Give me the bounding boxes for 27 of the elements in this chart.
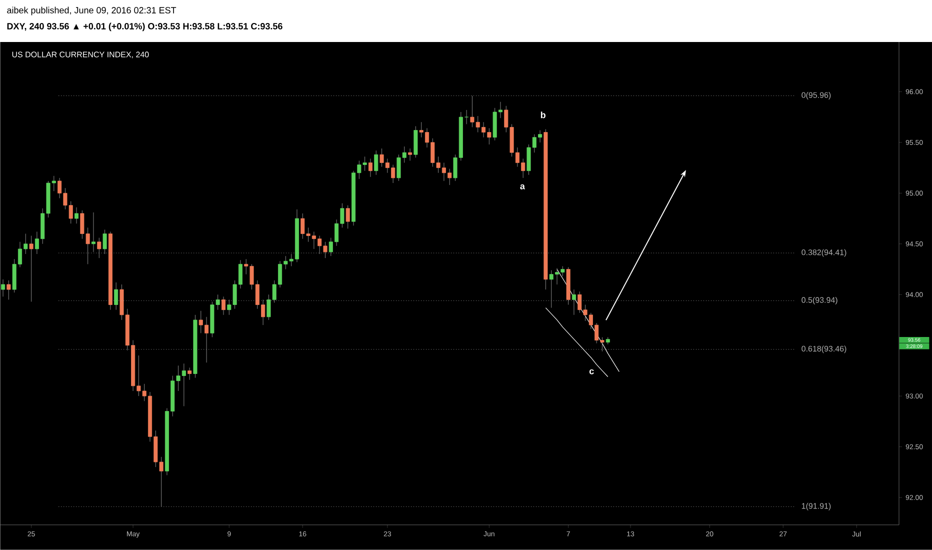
candlestick [1,279,6,297]
ref-line-label: 0.618(93.46) [802,346,846,354]
candlestick [346,205,350,229]
candlestick [572,289,576,316]
annotation: b [540,112,546,118]
candlestick [368,158,372,178]
ref-line-label: 1(91.91) [802,502,831,510]
ref-line-label: 0.5(93.94) [802,297,838,304]
candlestick [74,207,79,224]
candlestick [6,280,11,300]
candlestick [221,296,226,316]
text: US DOLLAR CURRENCY INDEX, 240 [12,52,149,58]
ref-line-label: 0.382(94.41) [802,249,846,257]
candlestick [114,282,118,310]
candlestick [97,238,102,258]
candlestick [188,367,192,380]
text: aibek published, June 09, 2016 02:31 EST [7,6,176,16]
candlestick [374,150,378,176]
candlestick [91,212,96,252]
ref-line-label: 0(95.96) [802,92,831,100]
candlestick [408,148,412,161]
chart-subtitle: DXY, 240 93.56 ▲ +0.01 (+0.01%) O:93.53 H:93.58 L:93.51 C:93.56 [7,22,282,32]
candlestick [464,110,469,124]
candlestick [29,236,34,302]
annotation: a [520,184,525,190]
annotation: c [589,369,594,374]
candlestick [102,229,107,254]
